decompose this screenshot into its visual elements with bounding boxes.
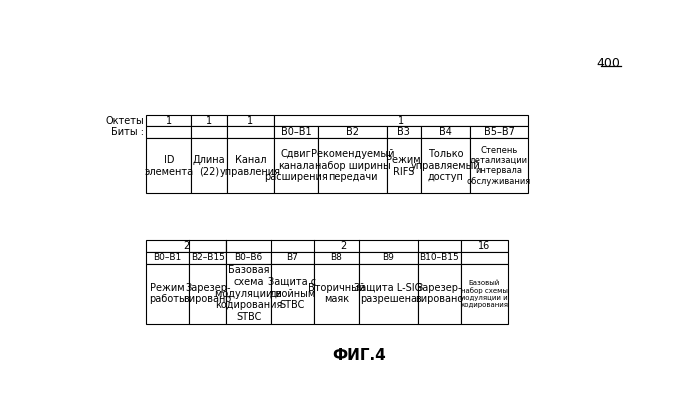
Bar xyxy=(358,252,418,264)
Bar xyxy=(226,252,271,264)
Text: 1: 1 xyxy=(247,116,253,126)
Text: Зарезер-
вировано: Зарезер- вировано xyxy=(183,283,232,304)
Text: B5–B7: B5–B7 xyxy=(484,127,514,137)
Text: 2: 2 xyxy=(183,241,190,251)
Bar xyxy=(227,115,274,126)
Text: B9: B9 xyxy=(382,253,394,262)
Bar xyxy=(314,252,358,264)
Bar xyxy=(461,264,508,323)
Bar xyxy=(318,126,386,138)
Text: 1: 1 xyxy=(206,116,212,126)
Bar xyxy=(358,264,418,323)
Bar xyxy=(274,138,318,193)
Text: B8: B8 xyxy=(330,253,342,262)
Text: ФИГ.4: ФИГ.4 xyxy=(332,349,386,363)
Bar xyxy=(418,252,461,264)
Bar xyxy=(146,138,191,193)
Bar xyxy=(191,126,227,138)
Bar xyxy=(274,115,528,126)
Text: B4: B4 xyxy=(439,127,452,137)
Text: 16: 16 xyxy=(478,241,491,251)
Text: 1: 1 xyxy=(398,116,404,126)
Text: B10–B15: B10–B15 xyxy=(419,253,459,262)
Text: Степень
детализации
интервала
обслуживания: Степень детализации интервала обслуживан… xyxy=(467,145,531,186)
Bar xyxy=(146,240,226,252)
Text: Рекомендуемый
набор ширины
передачи: Рекомендуемый набор ширины передачи xyxy=(311,149,394,183)
Bar xyxy=(146,264,189,323)
Bar xyxy=(461,240,508,252)
Bar xyxy=(418,264,461,323)
Text: Биты :: Биты : xyxy=(111,127,144,137)
Text: B7: B7 xyxy=(286,253,298,262)
Bar xyxy=(421,126,470,138)
Text: Базовый
набор схемы
модуляции и
кодирования: Базовый набор схемы модуляции и кодирова… xyxy=(461,279,508,307)
Bar xyxy=(227,126,274,138)
Text: 2: 2 xyxy=(340,241,346,251)
Text: B0–B1: B0–B1 xyxy=(281,127,312,137)
Text: Канал
управления: Канал управления xyxy=(220,155,281,176)
Bar xyxy=(386,126,421,138)
Bar xyxy=(386,138,421,193)
Bar xyxy=(227,138,274,193)
Text: Октеты: Октеты xyxy=(105,116,144,126)
Bar xyxy=(271,252,314,264)
Text: B3: B3 xyxy=(398,127,410,137)
Text: B0–B6: B0–B6 xyxy=(234,253,262,262)
Text: Сдвиг
канала
расширения: Сдвиг канала расширения xyxy=(264,149,328,183)
Bar xyxy=(271,264,314,323)
Text: Режим
работы: Режим работы xyxy=(149,283,187,304)
Text: Защита с
двойным
STBC: Защита с двойным STBC xyxy=(268,277,316,310)
Text: 400: 400 xyxy=(597,57,621,70)
Bar xyxy=(470,126,528,138)
Text: Только
управляемый
доступ: Только управляемый доступ xyxy=(411,149,480,183)
Text: Защита L-SIG
разрешена: Защита L-SIG разрешена xyxy=(354,283,422,304)
Bar xyxy=(461,252,508,264)
Bar xyxy=(146,126,191,138)
Text: B0–B1: B0–B1 xyxy=(153,253,182,262)
Text: B2: B2 xyxy=(346,127,359,137)
Bar xyxy=(226,240,461,252)
Text: Длина
(22): Длина (22) xyxy=(193,155,225,176)
Bar xyxy=(318,138,386,193)
Text: Зарезер-
вировано: Зарезер- вировано xyxy=(415,283,463,304)
Bar xyxy=(146,252,189,264)
Bar xyxy=(226,264,271,323)
Text: ID
элемента: ID элемента xyxy=(144,155,193,176)
Bar xyxy=(470,138,528,193)
Bar xyxy=(189,252,226,264)
Bar xyxy=(191,138,227,193)
Text: Вторичный
маяк: Вторичный маяк xyxy=(307,283,365,304)
Bar xyxy=(191,115,227,126)
Text: B2–B15: B2–B15 xyxy=(190,253,225,262)
Text: Базовая
схема
модуляции и
кодирования
STBC: Базовая схема модуляции и кодирования ST… xyxy=(215,265,282,322)
Bar xyxy=(314,264,358,323)
Bar xyxy=(421,138,470,193)
Text: 1: 1 xyxy=(166,116,172,126)
Bar xyxy=(146,115,191,126)
Bar xyxy=(189,264,226,323)
Bar xyxy=(274,126,318,138)
Text: Режим
RIFS: Режим RIFS xyxy=(386,155,421,176)
